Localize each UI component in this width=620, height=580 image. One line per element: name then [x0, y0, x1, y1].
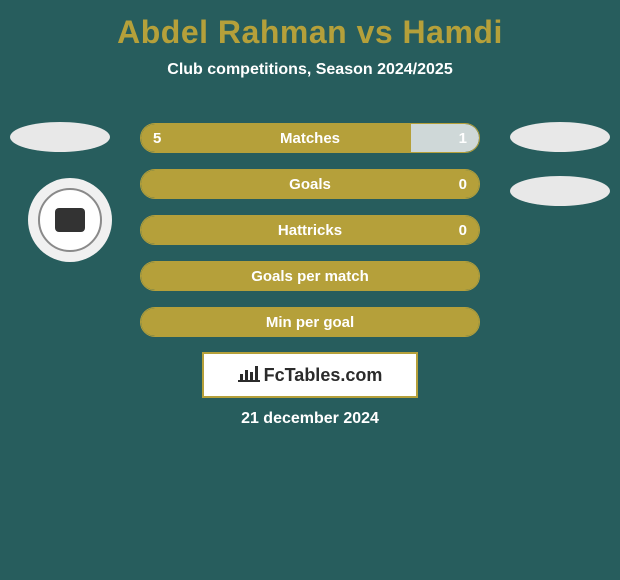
- stat-bar: Goals per match: [140, 261, 480, 291]
- club-badge: [28, 178, 112, 262]
- club-badge-inner: [38, 188, 102, 252]
- stat-bar-right-value: 0: [459, 170, 467, 198]
- right-player-shape-2: [510, 176, 610, 206]
- stat-bar: Matches5 1: [140, 123, 480, 153]
- stat-bar-label: Min per goal: [141, 308, 479, 336]
- stat-bar-right-value: 1: [459, 124, 467, 152]
- snapshot-date: 21 december 2024: [0, 410, 620, 428]
- comparison-title: Abdel Rahman vs Hamdi: [0, 0, 620, 51]
- stat-bar-left-value: 5: [153, 124, 161, 152]
- stat-bar-right-value: 0: [459, 216, 467, 244]
- stat-bar: Hattricks0: [140, 215, 480, 245]
- right-player-shape-1: [510, 122, 610, 152]
- stat-bar: Min per goal: [140, 307, 480, 337]
- chart-icon: [238, 364, 260, 387]
- site-logo-text: FcTables.com: [238, 364, 383, 387]
- left-player-shape: [10, 122, 110, 152]
- stat-bar-label: Matches: [141, 124, 479, 152]
- stat-bar: Goals0: [140, 169, 480, 199]
- stat-bar-label: Goals: [141, 170, 479, 198]
- stat-bar-label: Hattricks: [141, 216, 479, 244]
- club-badge-icon: [55, 208, 85, 232]
- site-logo-label: FcTables.com: [264, 365, 383, 386]
- comparison-subtitle: Club competitions, Season 2024/2025: [0, 61, 620, 79]
- stats-bars: Matches51Goals0Hattricks0Goals per match…: [140, 123, 480, 353]
- stat-bar-label: Goals per match: [141, 262, 479, 290]
- site-logo: FcTables.com: [202, 352, 418, 398]
